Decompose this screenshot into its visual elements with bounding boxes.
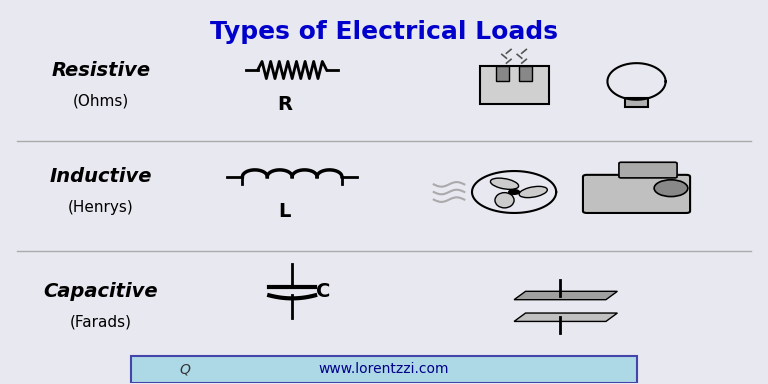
Text: (Ohms): (Ohms)	[73, 93, 129, 108]
Text: C: C	[316, 281, 330, 301]
FancyBboxPatch shape	[496, 66, 508, 81]
Circle shape	[654, 180, 688, 197]
Text: (Henrys): (Henrys)	[68, 200, 134, 215]
Polygon shape	[514, 291, 617, 300]
Text: Types of Electrical Loads: Types of Electrical Loads	[210, 20, 558, 45]
FancyBboxPatch shape	[480, 66, 548, 104]
Ellipse shape	[519, 186, 548, 198]
Text: R: R	[277, 95, 292, 114]
Bar	[131, 356, 637, 382]
Text: L: L	[278, 202, 291, 220]
Text: Inductive: Inductive	[50, 167, 152, 186]
Ellipse shape	[495, 193, 514, 208]
Bar	[625, 98, 648, 108]
FancyBboxPatch shape	[619, 162, 677, 178]
Polygon shape	[514, 313, 617, 321]
FancyBboxPatch shape	[583, 175, 690, 213]
Circle shape	[508, 189, 520, 195]
FancyBboxPatch shape	[519, 66, 531, 81]
Text: Q: Q	[180, 362, 190, 376]
Text: (Farads): (Farads)	[70, 314, 132, 329]
Text: www.lorentzzi.com: www.lorentzzi.com	[319, 362, 449, 376]
Ellipse shape	[491, 178, 518, 189]
Text: Capacitive: Capacitive	[44, 281, 158, 301]
Text: Resistive: Resistive	[51, 61, 151, 79]
